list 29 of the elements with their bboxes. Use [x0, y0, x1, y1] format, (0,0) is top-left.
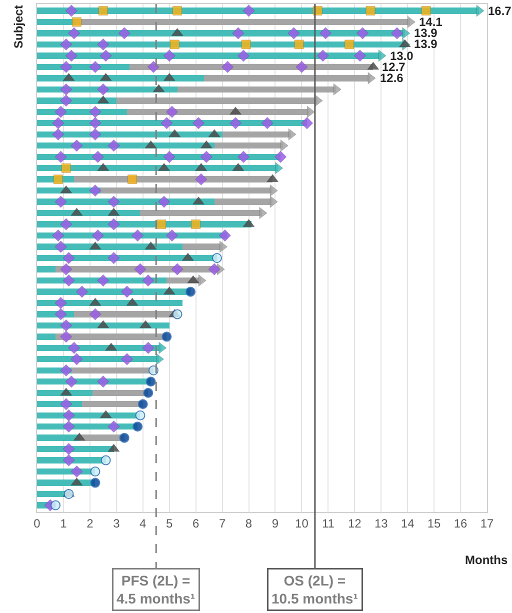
x-axis-title: Months	[465, 553, 508, 567]
x-tick-label: 1	[60, 516, 68, 530]
x-tick-label: 2	[86, 516, 94, 530]
x-tick-label: 13	[374, 516, 388, 530]
x-tick-label: 0	[34, 516, 41, 530]
total-label: 13.0	[390, 49, 414, 63]
total-label: 12.6	[380, 71, 404, 85]
total-label: 13.9	[414, 37, 438, 51]
x-tick-label: 16	[454, 516, 468, 530]
x-tick-label: 11	[322, 516, 335, 530]
total-label: 13.9	[414, 26, 438, 40]
x-tick-label: 12	[348, 516, 362, 530]
x-tick-label: 5	[166, 516, 174, 530]
x-tick-label: 17	[480, 516, 494, 530]
x-tick-label: 9	[272, 516, 279, 530]
total-label: 16.7	[488, 4, 512, 18]
x-tick-label: 14	[400, 516, 415, 530]
x-tick-label: 6	[192, 516, 200, 530]
y-axis-title: Subject	[12, 5, 26, 48]
x-tick-label: 8	[245, 516, 252, 530]
total-label: 14.1	[419, 15, 443, 29]
ref-line-label: PFS (2L) = 4.5 months¹	[116, 572, 196, 607]
x-tick-label: 10	[295, 516, 309, 530]
x-tick-label: 4	[140, 516, 147, 530]
x-tick-label: 3	[113, 516, 120, 530]
ref-line-label: OS (2L) = 10.5 months¹	[272, 572, 358, 607]
x-tick-label: 7	[218, 516, 226, 530]
total-label: 12.7	[382, 60, 406, 74]
x-tick-label: 15	[427, 516, 442, 530]
